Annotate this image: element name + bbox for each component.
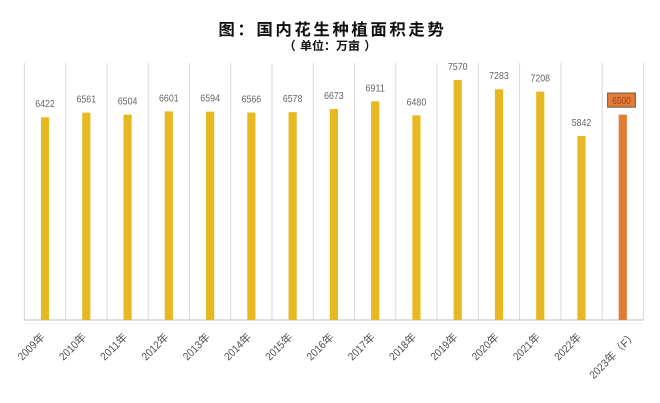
svg-text:6504: 6504 xyxy=(118,96,138,108)
svg-text:6561: 6561 xyxy=(77,94,97,106)
svg-text:6673: 6673 xyxy=(324,90,344,102)
svg-text:7208: 7208 xyxy=(530,73,550,85)
svg-text:6566: 6566 xyxy=(242,94,262,106)
svg-text:6601: 6601 xyxy=(159,92,179,104)
svg-text:6911: 6911 xyxy=(365,82,385,94)
svg-text:5842: 5842 xyxy=(572,117,592,129)
svg-text:6500: 6500 xyxy=(612,95,631,107)
svg-text:6594: 6594 xyxy=(200,93,220,105)
svg-text:6578: 6578 xyxy=(283,93,303,105)
svg-text:6480: 6480 xyxy=(407,96,427,108)
svg-text:6422: 6422 xyxy=(35,98,55,110)
svg-text:7570: 7570 xyxy=(448,61,468,73)
svg-text:7283: 7283 xyxy=(489,70,509,82)
